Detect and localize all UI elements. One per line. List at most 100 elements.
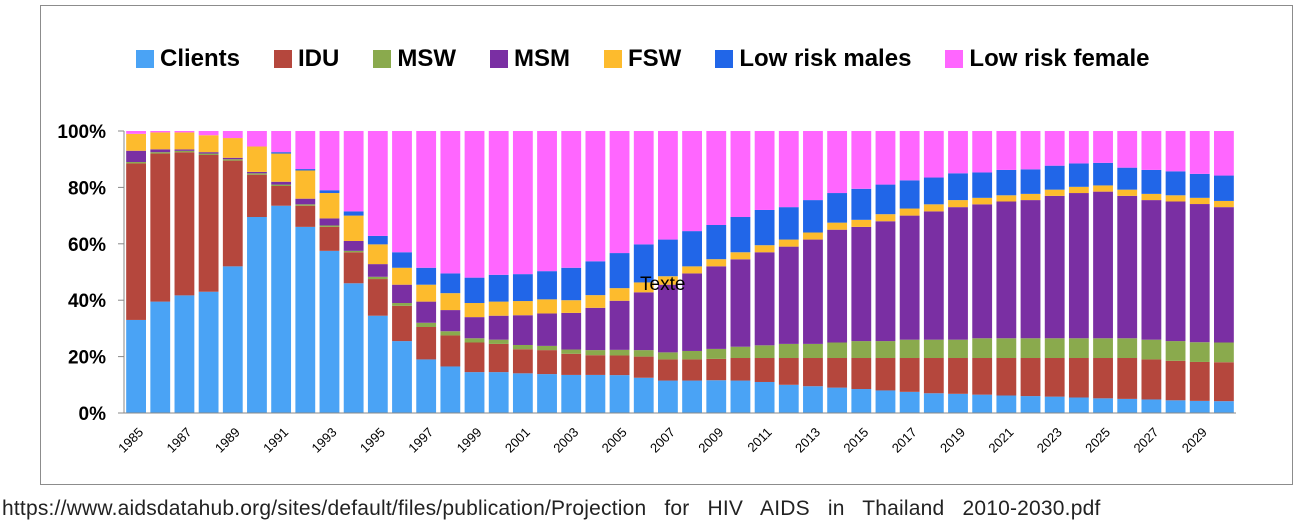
bar-segment-clients [1020,396,1041,413]
bar-segment-low-risk-female [633,131,654,245]
bar-segment-low-risk-female [174,131,195,133]
bar-segment-fsw [1141,193,1162,201]
bar-segment-msw [682,350,702,360]
bar-segment-clients [367,315,388,413]
bar-segment-fsw [247,146,267,172]
bar-segment-msw [923,339,944,359]
bar-segment-msm [464,317,485,339]
bar-segment-clients [682,380,702,413]
bar-segment-msm [875,221,896,342]
bar-segment-msw [899,339,920,359]
bar-segment-fsw [392,267,412,285]
bar-segment-msm [488,315,509,340]
bar-segment-fsw [537,299,557,314]
stacked-bar-chart: 0% 20% 40% 60% 80% 100% 1985 1987 1989 1991 1993 19… [57,122,1236,456]
bar-segment-msm [1117,195,1138,339]
bar-segment-fsw [682,266,702,274]
bar-segment-fsw [126,133,146,151]
annotation-label: Texte [640,274,685,295]
bar-segment-msw [1093,338,1113,359]
bar-segment-fsw [1044,189,1065,196]
bar-segment-fsw [827,222,848,230]
bar-segment-clients [706,380,727,413]
bar-segment-msw [658,352,678,360]
bar-segment-idu [996,358,1017,396]
bar-segment-idu [295,205,316,227]
legend-item-idu: IDU [274,45,339,73]
bar-segment-low-risk-female [1117,131,1138,168]
bar-segment-low-risk-males [1020,169,1041,194]
bar-segment-msw [851,341,872,359]
bar-segment-clients [633,377,654,413]
bar-segment-low-risk-female [609,131,630,254]
bar-segment-clients [754,381,775,413]
bar-segment-msw [754,345,775,359]
bar-segment-fsw [1020,193,1041,201]
bar-segment-low-risk-males [1068,163,1089,187]
bar-segment-low-risk-female [464,131,485,278]
bar-segment-low-risk-males [585,261,606,296]
bar-segment-msm [1020,200,1041,339]
bar-segment-low-risk-female [512,131,533,275]
bar-segment-msw [633,350,654,357]
bar-segment-msm [633,292,654,351]
bar-segment-low-risk-males [464,277,485,304]
bar-segment-clients [150,301,171,413]
bar-segment-low-risk-males [754,209,775,246]
x-tick-label: 1991 [260,425,291,456]
bar-segment-idu [126,163,146,320]
bar-segment-low-risk-males [658,239,678,277]
bar-segment-msm [1141,200,1162,340]
bar-segment-fsw [706,259,727,267]
bar-segment-low-risk-female [247,131,267,147]
bar-segment-low-risk-female [875,131,896,185]
bar-segment-idu [706,358,727,381]
bar-segment-clients [512,373,533,413]
bar-segment-low-risk-males [948,173,968,201]
bar-segment-low-risk-males [440,273,461,294]
bar-segment-msm [150,149,171,153]
bar-segment-msw [295,204,316,206]
bar-segment-msw [416,322,437,327]
bar-segment-idu [392,305,412,342]
bar-segment-clients [343,283,364,413]
bar-segment-msw [1044,338,1065,359]
bar-segment-low-risk-males [633,244,654,283]
bar-segment-idu [1093,358,1113,399]
bar-segment-msm [706,266,727,349]
bar-segment-msw [1165,341,1186,361]
bar-segment-clients [295,226,316,413]
bar-segment-msm [367,264,388,277]
bar-segment-fsw [948,200,968,208]
y-tick-label: 100% [57,122,106,143]
bar-segment-msm [1068,193,1089,339]
bar-segment-fsw [996,195,1017,202]
bar-segment-low-risk-female [754,131,775,210]
bar-segment-clients [1044,396,1065,413]
bar-segment-clients [392,341,412,413]
bar-segment-msw [150,152,171,154]
bar-segment-msw [706,348,727,359]
bar-segment-msm [730,259,751,347]
bar-segment-low-risk-males [682,231,702,267]
bar-segment-low-risk-males [343,211,364,216]
bar-segment-msm [1214,207,1234,343]
bar-segment-msw [319,225,340,227]
bar-segment-low-risk-female [1214,131,1234,176]
bar-segment-fsw [464,303,485,318]
bar-segment-idu [367,279,388,316]
bar-segment-low-risk-female [416,131,437,268]
legend-swatch-msm [490,50,509,68]
bar-segment-clients [972,394,993,413]
bar-segment-idu [851,358,872,390]
bar-segment-idu [440,335,461,367]
bar-segment-fsw [658,276,678,285]
bar-segment-clients [1141,399,1162,413]
bar-segment-low-risk-female [996,131,1017,170]
x-tick-label: 2003 [550,425,581,456]
bar-segment-msm [996,201,1017,339]
legend-label-low-risk-males: Low risk males [739,45,912,72]
x-tick-label: 1999 [454,425,485,456]
bar-segment-clients [247,217,267,413]
bar-segment-low-risk-males [706,225,727,260]
